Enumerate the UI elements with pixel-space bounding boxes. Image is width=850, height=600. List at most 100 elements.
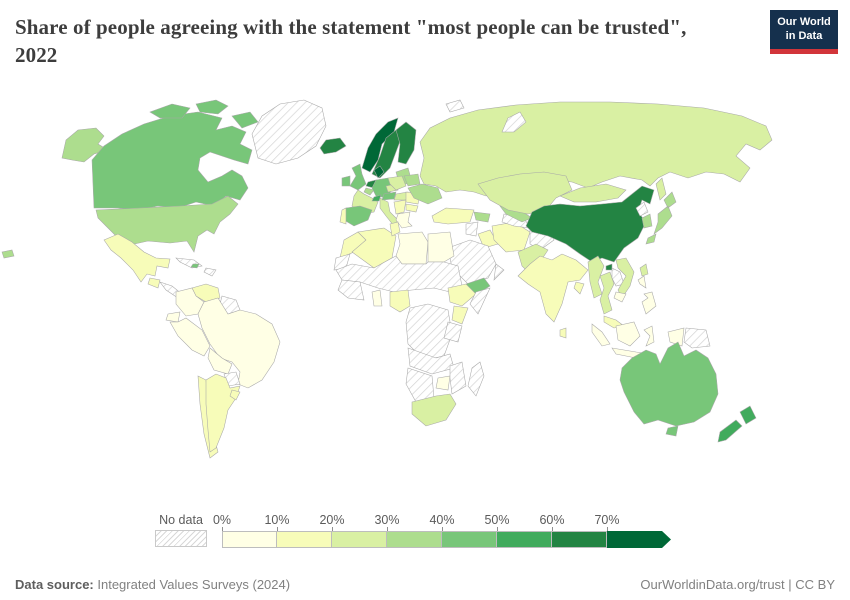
country-ukraine[interactable]: Ukraine — 30-40%	[407, 183, 443, 205]
legend-bin-50-60%[interactable]	[497, 531, 552, 548]
country-finland[interactable]: Finland — 60-70%	[395, 121, 417, 165]
country-canada-arctic-1[interactable]: Canada — 40-50%	[149, 103, 191, 119]
country-cambodia[interactable]: Cambodia — 0-10%	[613, 291, 627, 303]
country-egypt[interactable]: Egypt — 0-10%	[427, 231, 455, 263]
country-bulgaria[interactable]: Bulgaria — 10-20%	[405, 203, 419, 213]
country-laos[interactable]: Laos — No data	[611, 267, 625, 287]
no-data-swatch[interactable]	[155, 530, 207, 547]
country-tanzania[interactable]: Tanzania — No data	[443, 321, 463, 343]
country-zimbabwe[interactable]: Zimbabwe — 0-10%	[435, 375, 451, 391]
legend-bin-20-30%[interactable]	[332, 531, 387, 548]
legend-bin-10-20%[interactable]	[277, 531, 332, 548]
country-myanmar[interactable]: Myanmar — 20-30%	[587, 255, 605, 299]
country-kenya[interactable]: Kenya — 10-20%	[451, 305, 469, 325]
data-source-label: Data source:	[15, 577, 94, 592]
map-legend: No data 0% 10% 20% 30% 40% 50% 60% 70%	[0, 512, 850, 554]
owid-logo[interactable]: Our World in Data	[770, 10, 838, 54]
country-madagascar[interactable]: Madagascar — No data	[467, 361, 485, 397]
country-denmark[interactable]: Denmark — 70%+	[373, 165, 385, 179]
country-novaya-zemlya[interactable]: Arctic islands — No data	[501, 111, 527, 133]
country-canada[interactable]: Canada — 40-50%	[91, 111, 253, 211]
country-argentina[interactable]: Argentina — 10-20%	[205, 373, 241, 453]
country-oman[interactable]: Oman — No data	[493, 263, 505, 281]
legend-bin-0-10%[interactable]	[222, 531, 277, 548]
country-russia[interactable]: Russia — 20-30%	[419, 101, 773, 197]
world-choropleth-map: United States — 30-40%Canada — 40-50%Can…	[1, 99, 773, 459]
country-balkans[interactable]: Western Balkans — 10-20%	[393, 199, 407, 215]
legend-bin-40-50%[interactable]	[442, 531, 497, 548]
page-title: Share of people agreeing with the statem…	[15, 15, 687, 68]
country-mexico[interactable]: Mexico — 10-20%	[103, 233, 171, 283]
country-iceland[interactable]: Iceland — 60-70%	[319, 137, 347, 155]
country-srilanka[interactable]: Sri Lanka — 10-20%	[559, 327, 567, 339]
country-sakhalin[interactable]: Russia — 20-30%	[655, 177, 667, 201]
country-hainan[interactable]: China — 60-70%	[605, 263, 613, 271]
legend-bin-70%+[interactable]	[607, 531, 671, 548]
legend-tick-mark	[277, 527, 278, 531]
country-libya[interactable]: Libya — 0-10%	[395, 231, 429, 265]
data-source-value: Integrated Values Surveys (2024)	[93, 577, 291, 592]
legend-tick-mark	[387, 527, 388, 531]
country-uk[interactable]: United Kingdom — 40-50%	[349, 163, 367, 191]
country-thailand[interactable]: Thailand — 20-30%	[599, 271, 615, 315]
country-turkey[interactable]: Turkey — 10-20%	[431, 207, 475, 225]
country-hawaii[interactable]: United States — 30-40%	[1, 249, 15, 259]
country-australia[interactable]: Australia — 40-50%	[619, 341, 719, 427]
country-ecuador[interactable]: Ecuador — 0-10%	[165, 311, 181, 323]
country-guatemala[interactable]: Guatemala — 10-20%	[147, 277, 161, 289]
legend-tick-mark	[552, 527, 553, 531]
country-mozambique[interactable]: Mozambique — No data	[449, 361, 467, 395]
country-somalia[interactable]: Somalia — No data	[469, 287, 491, 315]
country-png[interactable]: Papua New Guinea — No data	[683, 327, 711, 349]
legend-tick-label-60%: 60%	[539, 513, 565, 527]
country-westafrica[interactable]: West Africa — No data	[337, 279, 365, 301]
country-poland[interactable]: Poland — 20-30%	[387, 175, 407, 191]
legend-bin-30-40%[interactable]	[387, 531, 442, 548]
country-ghana[interactable]: Ghana — 0-10%	[371, 289, 383, 307]
legend-tick-label-20%: 20%	[319, 513, 345, 527]
country-southafrica[interactable]: South Africa — 20-30%	[411, 393, 457, 427]
country-spain[interactable]: Spain — 40-50%	[343, 205, 373, 227]
country-sahel[interactable]: Sahel region — No data	[335, 255, 463, 293]
attribution-link[interactable]: OurWorldinData.org/trust | CC BY	[640, 577, 835, 592]
country-canada-arctic-2[interactable]: Canada — 40-50%	[195, 99, 229, 115]
country-nigeria[interactable]: Nigeria — 10-20%	[389, 289, 411, 313]
country-svalbard[interactable]: Svalbard — No data	[445, 99, 465, 113]
country-switzerland[interactable]: Switzerland — 50-60%	[371, 194, 382, 202]
country-kazakhstan[interactable]: Kazakhstan — 20-30%	[477, 171, 573, 215]
country-taiwan[interactable]: Taiwan — 20-30%	[639, 263, 649, 277]
country-india[interactable]: India — 10-20%	[517, 253, 589, 323]
country-ireland[interactable]: Ireland — 40-50%	[341, 175, 351, 187]
legend-tick-label-40%: 40%	[429, 513, 455, 527]
country-usa-alaska[interactable]: United States — 30-40%	[61, 127, 109, 163]
legend-tick-mark	[607, 527, 608, 531]
country-greenland[interactable]: Greenland — No data	[251, 99, 327, 165]
country-norway[interactable]: Norway — 70%+	[361, 117, 399, 173]
legend-bin-60-70%[interactable]	[552, 531, 607, 548]
country-jamaica[interactable]: Jamaica — 40-50%	[190, 263, 200, 269]
country-japan[interactable]: Japan — 30-40%	[645, 191, 677, 245]
country-uruguay[interactable]: Uruguay — 10-20%	[229, 389, 241, 401]
country-canada-arctic-3[interactable]: Canada — 40-50%	[231, 111, 259, 129]
country-tasmania[interactable]: Australia — 40-50%	[665, 425, 679, 437]
country-syria[interactable]: Syria — No data	[465, 221, 479, 237]
country-hispaniola[interactable]: Hispaniola — No data	[203, 267, 217, 277]
country-cuba[interactable]: Cuba — No data	[175, 257, 203, 269]
country-nkorea[interactable]: North Korea — No data	[635, 201, 649, 217]
country-portugal[interactable]: Portugal — 10-20%	[339, 207, 347, 225]
country-caucasus[interactable]: Caucasus states — 30-40%	[473, 211, 491, 223]
country-belarus[interactable]: Belarus — 30-40%	[403, 173, 421, 187]
country-skorea[interactable]: South Korea — 30-40%	[641, 213, 653, 229]
country-nz[interactable]: New Zealand — 50-60%	[717, 405, 757, 443]
country-peru[interactable]: Peru — 0-10%	[169, 317, 211, 357]
country-philippines[interactable]: Philippines — 0-10%	[637, 275, 657, 315]
country-brazil[interactable]: Brazil — 0-10%	[197, 297, 281, 389]
country-austria[interactable]: Austria — 40-50%	[381, 191, 397, 201]
country-mongolia[interactable]: Mongolia — 20-30%	[559, 183, 627, 203]
country-belgium[interactable]: Belgium — 30-40%	[363, 187, 375, 196]
country-ethiopia[interactable]: Ethiopia — 10-20%	[447, 283, 477, 307]
country-bangladesh[interactable]: Bangladesh — 10-20%	[573, 281, 585, 295]
owid-logo-text: Our World in Data	[777, 15, 831, 42]
country-tunisia[interactable]: Tunisia — 10-20%	[389, 221, 401, 237]
country-greece[interactable]: Greece — 0-10%	[395, 211, 413, 229]
